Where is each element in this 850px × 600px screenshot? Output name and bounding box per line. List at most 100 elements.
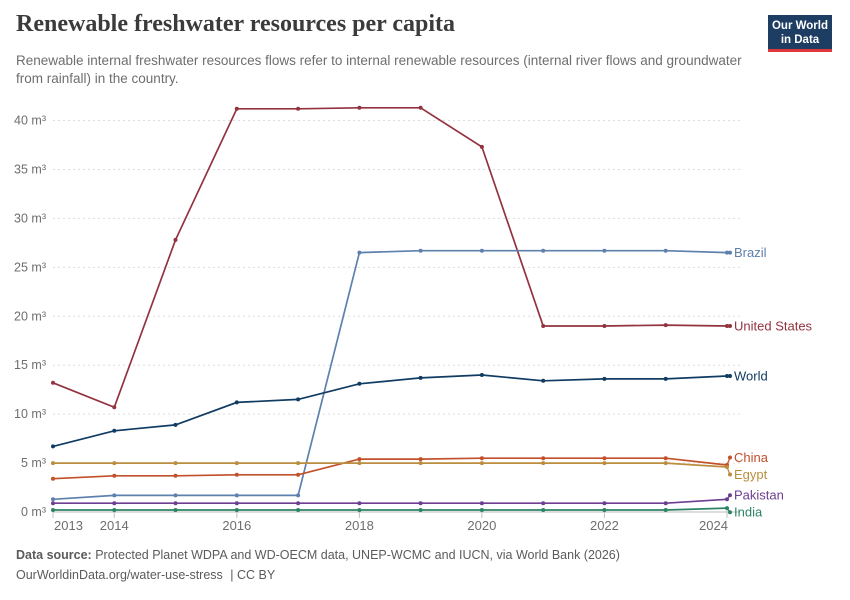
- series-label-dot: [728, 374, 732, 378]
- data-point: [602, 324, 607, 328]
- data-point: [357, 461, 362, 466]
- series-label-world[interactable]: World: [734, 369, 768, 384]
- series-label-pakistan[interactable]: Pakistan: [734, 488, 784, 503]
- series-label-dot: [728, 250, 732, 255]
- data-point: [234, 472, 239, 477]
- data-point: [418, 501, 423, 506]
- data-point: [602, 461, 607, 466]
- data-point: [112, 493, 117, 498]
- data-point: [112, 461, 117, 466]
- line-china[interactable]: [52, 457, 728, 480]
- x-axis-tick-label: 2024: [699, 518, 728, 533]
- line-united-states[interactable]: [52, 106, 728, 409]
- line-india[interactable]: [53, 507, 728, 511]
- data-source-line: Data source: Protected Planet WDPA and W…: [16, 548, 620, 562]
- data-point: [541, 508, 546, 512]
- series-pakistan: Pakistan: [51, 488, 784, 506]
- y-axis-tick-label: 40 m³: [14, 114, 46, 128]
- data-point: [173, 493, 178, 498]
- data-point: [296, 461, 301, 466]
- data-point: [234, 501, 239, 506]
- x-axis-tick-label: 2013: [54, 518, 83, 533]
- data-point: [663, 376, 668, 381]
- data-point: [357, 508, 362, 512]
- data-point: [51, 444, 55, 449]
- data-point: [418, 105, 423, 110]
- data-point: [663, 508, 668, 512]
- data-point: [541, 248, 546, 253]
- owid-logo[interactable]: Our World in Data: [768, 15, 832, 52]
- series-label-india[interactable]: India: [734, 505, 763, 520]
- data-point: [663, 501, 668, 506]
- series-label-dot: [728, 472, 732, 477]
- line-egypt[interactable]: [53, 462, 728, 468]
- y-axis-tick-label: 15 m³: [14, 358, 46, 372]
- data-source-label: Data source:: [16, 548, 92, 562]
- data-point: [541, 456, 546, 461]
- data-point: [234, 508, 239, 512]
- series-label-egypt[interactable]: Egypt: [734, 467, 768, 482]
- data-point: [51, 476, 55, 481]
- license-url[interactable]: OurWorldinData.org/water-use-stress: [16, 568, 223, 582]
- y-axis-tick-label: 0 m³: [21, 505, 46, 519]
- data-point: [663, 456, 668, 461]
- data-point: [602, 376, 607, 381]
- data-point: [173, 473, 178, 478]
- line-brazil[interactable]: [52, 249, 728, 501]
- data-point: [51, 497, 55, 502]
- license-line: OurWorldinData.org/water-use-stress | CC…: [16, 568, 275, 582]
- data-point: [112, 405, 117, 410]
- series-india: India: [51, 505, 763, 520]
- y-axis-tick-label: 30 m³: [14, 211, 46, 225]
- series-label-china[interactable]: China: [734, 450, 769, 465]
- x-axis-tick-label: 2022: [590, 518, 619, 533]
- data-point: [541, 501, 546, 506]
- chart-subtitle: Renewable internal freshwater resources …: [16, 53, 742, 86]
- series-label-dot: [728, 510, 732, 515]
- x-axis-tick-label: 2014: [100, 518, 129, 533]
- data-point: [234, 493, 239, 498]
- series-world: World: [51, 369, 768, 449]
- data-point: [296, 397, 301, 402]
- data-point: [173, 508, 178, 512]
- data-point: [357, 501, 362, 506]
- data-point: [51, 461, 55, 466]
- data-point: [234, 461, 239, 466]
- data-point: [541, 378, 546, 383]
- series-brazil: Brazil: [51, 245, 767, 502]
- data-point: [234, 106, 239, 111]
- data-point: [173, 501, 178, 506]
- data-point: [479, 456, 484, 461]
- series-label-brazil[interactable]: Brazil: [734, 245, 767, 260]
- data-point: [479, 373, 484, 377]
- series-label-dot: [728, 324, 732, 328]
- data-point: [663, 323, 668, 328]
- line-world[interactable]: [52, 374, 728, 448]
- data-point: [112, 508, 117, 512]
- series-united-states: United States: [51, 105, 813, 410]
- data-point: [602, 248, 607, 253]
- data-point: [112, 473, 117, 478]
- line-pakistan[interactable]: [53, 498, 728, 505]
- data-point: [479, 248, 484, 253]
- data-point: [602, 501, 607, 506]
- data-point: [479, 461, 484, 466]
- data-point: [357, 381, 362, 386]
- data-source-text: Protected Planet WDPA and WD-OECM data, …: [95, 548, 620, 562]
- data-point: [418, 457, 423, 462]
- data-point: [357, 457, 362, 462]
- data-point: [418, 508, 423, 512]
- series-china: China: [51, 450, 769, 481]
- data-point: [663, 248, 668, 253]
- data-point: [418, 248, 423, 253]
- series-label-dot: [728, 455, 732, 460]
- data-point: [296, 508, 301, 512]
- data-point: [479, 501, 484, 506]
- x-axis-tick-label: 2018: [345, 518, 374, 533]
- data-point: [418, 461, 423, 466]
- data-point: [602, 456, 607, 461]
- series-label-united-states[interactable]: United States: [734, 319, 813, 334]
- data-point: [51, 501, 55, 506]
- y-axis-tick-label: 25 m³: [14, 260, 46, 274]
